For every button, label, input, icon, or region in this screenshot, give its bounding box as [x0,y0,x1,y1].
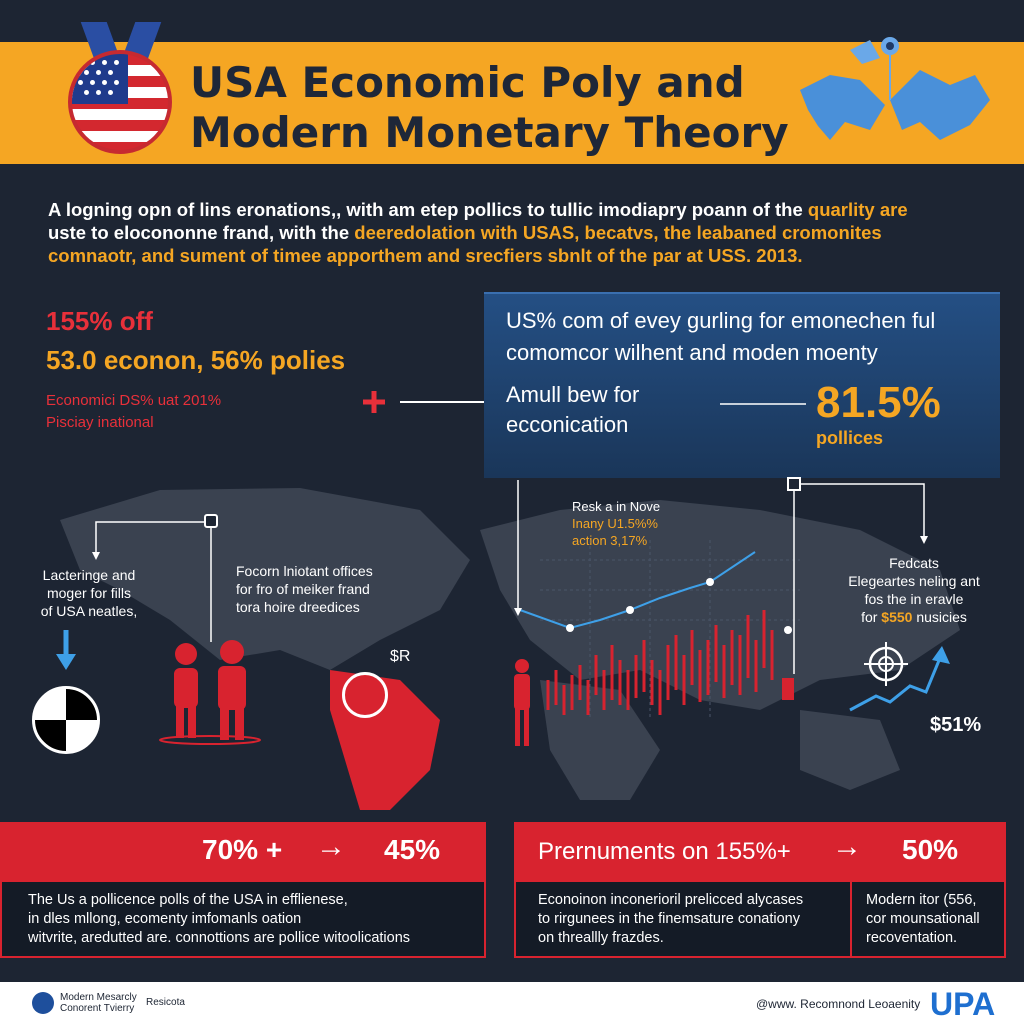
chart-note-line2: Inany U1.5%% [572,515,660,532]
bottom-right-line2: to rirgunees in the finemsature conation… [538,911,800,927]
bottom-right-header: Prernuments on 155%+ → 50% [514,822,1006,880]
bottom-right-line1: Econoinon inconerioril prelicced alycase… [538,892,804,908]
right-percent: $51% [930,714,982,736]
title-line-2: Modern Monetary Theory [190,108,789,157]
right-note-amount: $550 [881,609,913,625]
plus-connector [363,391,488,413]
panel-line-1: US% com of evey gurling for emonechen fu… [506,308,936,333]
connector-node [204,514,218,528]
panel-percent-label: pollices [816,428,884,448]
right-note: Fedcats Elegeartes neling ant fos the in… [836,554,992,626]
right-arrow-icon-2: → [832,830,862,863]
right-connector [787,477,928,674]
left-connector [56,521,212,670]
trend-chart [514,480,800,746]
footer-brand: UPA [930,986,996,1022]
map-marker-icon [342,672,388,718]
chart-note-line1: Resk a in Nove [572,499,661,514]
bottom-right-card: Prernuments on 155%+ → 50% Econoinon inc… [514,822,1006,958]
bottom-left-to: 45% [384,834,441,865]
left-note: Lacteringe and moger for fills of USA ne… [34,566,144,620]
panel-percent: 81.5% [816,378,941,427]
chart-note-line3-text: action 3,17% [572,533,648,548]
mid-note-line2: for fro of meiker frand [236,581,370,597]
bottom-left-line3: witvrite, aredutted are. connottions are… [28,930,411,946]
panel-connector [720,403,806,405]
left-note-line1: Lacteringe and [42,567,136,583]
stat-note-line2: Pisciay inational [46,414,154,431]
stat-155-off: 155% off [46,306,153,336]
title-line-1: USA Economic Poly and [190,58,745,107]
highlight-panel: US% com of evey gurling for emonechen fu… [484,292,1000,478]
intro-paragraph: A logning opn of lins eronations,, with … [48,198,978,267]
footer: Modern Mesarcly Conorent Tvierry Resicot… [0,982,1024,1024]
mid-note-line1: Focorn lniotant offices [236,563,373,579]
panel-line-3a: Amull bew for [506,382,640,407]
right-note-line4-post: nusicies [912,609,967,625]
world-map-icon [800,37,990,140]
bottom-left-body: The Us a pollicence polls of the USA in … [0,880,486,958]
map-marker-label: $R [390,648,411,665]
stat-530-econon: 53.0 econon, 56% polies [46,345,346,375]
left-note-line3: of USA neatles, [40,603,138,619]
left-stats: 155% off 53.0 econon, 56% polies Economi… [46,306,345,434]
footer-logo-tag: Resicota [146,997,185,1008]
chart-note-line3: action 3,17% [572,532,660,549]
footer-logo-text: Modern Mesarcly Conorent Tvierry [60,992,137,1014]
people-icon [159,640,261,745]
intro-line1-white: A logning opn of lins eronations,, with … [48,199,808,220]
panel-line-3b: ecconication [506,412,629,437]
panel-line-2: comomcor wilhent and moden moenty [506,340,878,365]
right-note-line2: Elegeartes neling ant [848,573,980,589]
bottom-right-text-b: Modern itor (556, cor mounsationall reco… [866,891,1002,948]
right-note-line4: for $550 nusicies [836,608,992,626]
usa-flag-icon [68,50,172,154]
footer-logo-icon [32,992,54,1014]
bottom-left-from: 70% + [202,834,283,865]
left-note-line2: moger for fills [46,585,132,601]
bottom-right-note2: cor mounsationall [866,911,980,927]
right-note-line4-pre: for [861,609,882,625]
bottom-right-note3: recoventation. [866,930,958,946]
bottom-left-header: 70% + → 45% [0,822,486,880]
intro-line1-yellow: quarlity are [807,199,908,220]
pie-chart-icon [32,686,100,754]
bottom-left-line1: The Us a pollicence polls of the USA in … [28,892,348,908]
bottom-right-divider [850,882,852,956]
intro-line3-yellow: comnaotr, and sument of timee apporthem … [48,245,803,266]
right-note-line3: fos the in eravle [864,591,964,607]
chart-note-line2-text: Inany U1.5%% [572,516,658,531]
footer-url-link[interactable]: @www. Recomnond Leoaenity [756,997,921,1011]
chart-note: Resk a in Nove Inany U1.5%% action 3,17% [572,498,660,549]
panel-line-3: Amull bew for ecconication [506,380,706,440]
stat-note-line1: Economici DS% uat 201% [46,392,222,409]
right-arrow-icon: → [316,830,346,863]
bottom-right-label: Prernuments on 155%+ [538,838,791,865]
bottom-right-note1: Modern itor (556, [866,892,977,908]
right-note-line1: Fedcats [889,555,939,571]
bottom-right-line3: on threallly frazdes. [538,930,664,946]
mid-note-line3: tora hoire dreedices [236,599,360,615]
bottom-left-text: The Us a pollicence polls of the USA in … [28,891,476,948]
bottom-left-card: 70% + → 45% The Us a pollicence polls of… [0,822,486,958]
bottom-right-body: Econoinon inconerioril prelicced alycase… [514,880,1006,958]
stat-economic-note: Economici DS% uat 201% Pisciay inational [46,390,345,434]
world-map-background [60,488,960,810]
growth-target-icon [849,642,950,712]
bottom-left-line2: in dles mllong, ecomenty imfomanls oatio… [28,911,302,927]
footer-logo-line1: Modern Mesarcly [60,992,137,1003]
footer-logo-line2: Conorent Tvierry [60,1003,135,1014]
intro-line2-yellow: deeredolation with USAS, becatvs, the le… [354,222,882,243]
intro-line2-white: uste to elocononne frand, with the [48,222,355,243]
mid-note: Focorn lniotant offices for fro of meike… [236,562,373,616]
bottom-right-text-a: Econoinon inconerioril prelicced alycase… [538,891,844,948]
bottom-right-to: 50% [902,834,959,865]
page-title: USA Economic Poly and Modern Monetary Th… [190,58,810,158]
